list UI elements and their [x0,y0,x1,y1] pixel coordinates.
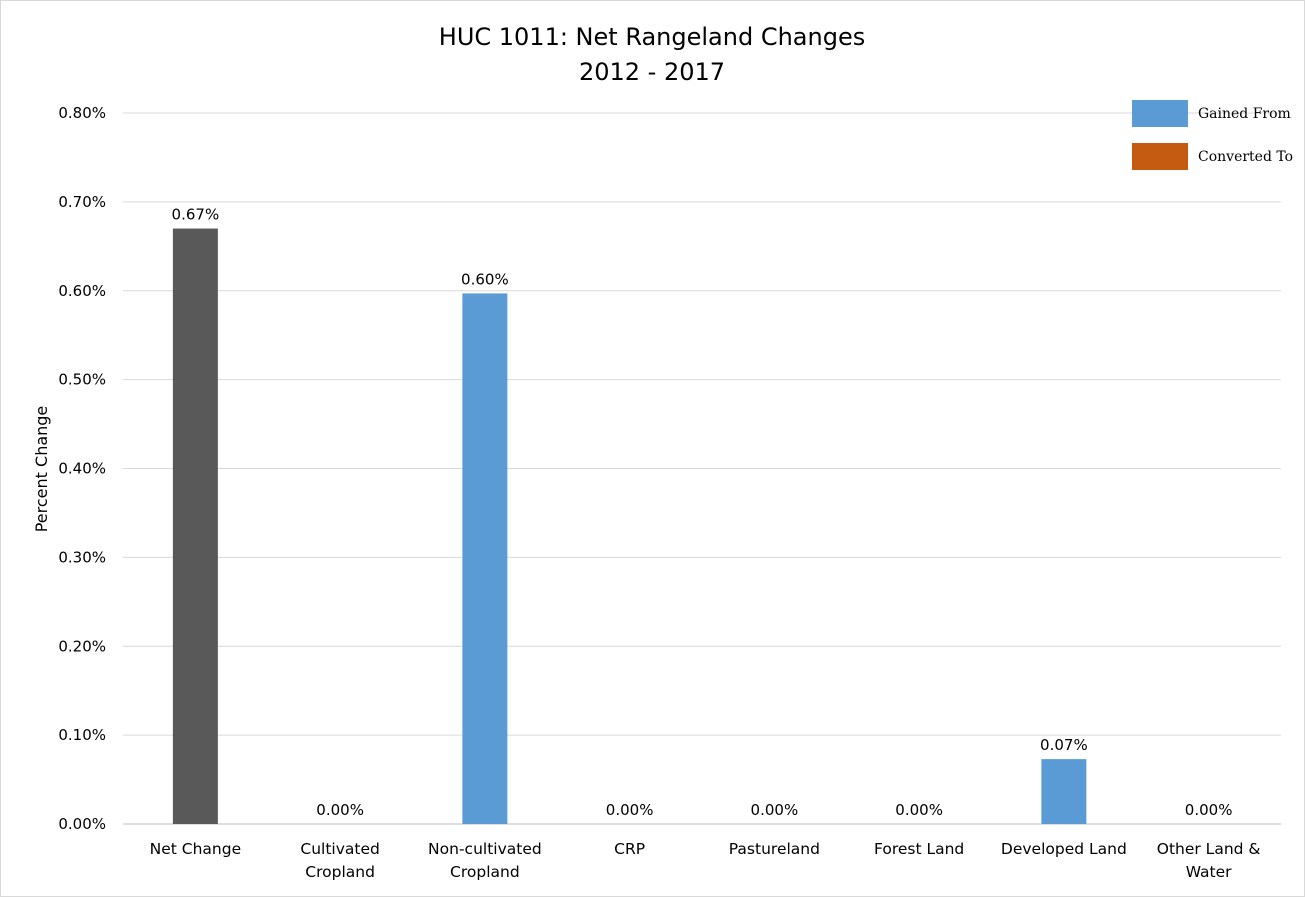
x-axis-categories: Net Change Cultivated Cropland Non-cultivat… [150,840,1261,881]
gridlines [123,112,1281,825]
y-axis-ticks: 0.00% 0.10% 0.20% 0.30% 0.40% 0.50% 0.60% 0.70%… [58,104,106,833]
y-tick-label: 0.00% [58,815,106,833]
legend-swatch [1132,100,1188,127]
bar [172,228,218,825]
y-tick-label: 0.50% [58,371,106,389]
x-category-label: Cultivated Cropland [300,840,379,881]
data-label: 0.00% [316,801,364,819]
bar [462,293,508,824]
data-label: 0.07% [1040,736,1088,754]
y-tick-label: 0.80% [58,104,106,122]
legend: Gained From Converted To [1132,100,1293,170]
x-category-label: Other Land & Water [1157,840,1261,881]
y-tick-label: 0.70% [58,193,106,211]
data-label: 0.00% [606,801,654,819]
y-axis-label: Percent Change [32,406,51,533]
data-labels: 0.67% 0.00% 0.60% 0.00% 0.00% 0.00% 0.07% 0.00% [172,206,1233,819]
x-category-label: CRP [614,840,645,858]
legend-swatch [1132,143,1188,170]
chart-subtitle: 2012 - 2017 [579,58,725,86]
x-category-label: Net Change [150,840,241,858]
chart-title: HUC 1011: Net Rangeland Changes [439,23,865,51]
x-category-label: Forest Land [874,840,964,858]
y-tick-label: 0.10% [58,726,106,744]
legend-label: Gained From [1198,106,1291,122]
data-label: 0.67% [172,206,220,224]
data-label: 0.00% [751,801,799,819]
x-category-label: Developed Land [1001,840,1127,858]
bars [172,228,1087,825]
y-tick-label: 0.20% [58,637,106,655]
data-label: 0.00% [1185,801,1233,819]
y-tick-label: 0.30% [58,548,106,566]
data-label: 0.60% [461,270,509,288]
bar [1041,759,1087,824]
legend-label: Converted To [1198,149,1293,165]
y-tick-label: 0.60% [58,282,106,300]
data-label: 0.00% [895,801,943,819]
y-tick-label: 0.40% [58,460,106,478]
x-category-label: Non-cultivated Cropland [428,840,542,881]
x-category-label: Pastureland [729,840,820,858]
